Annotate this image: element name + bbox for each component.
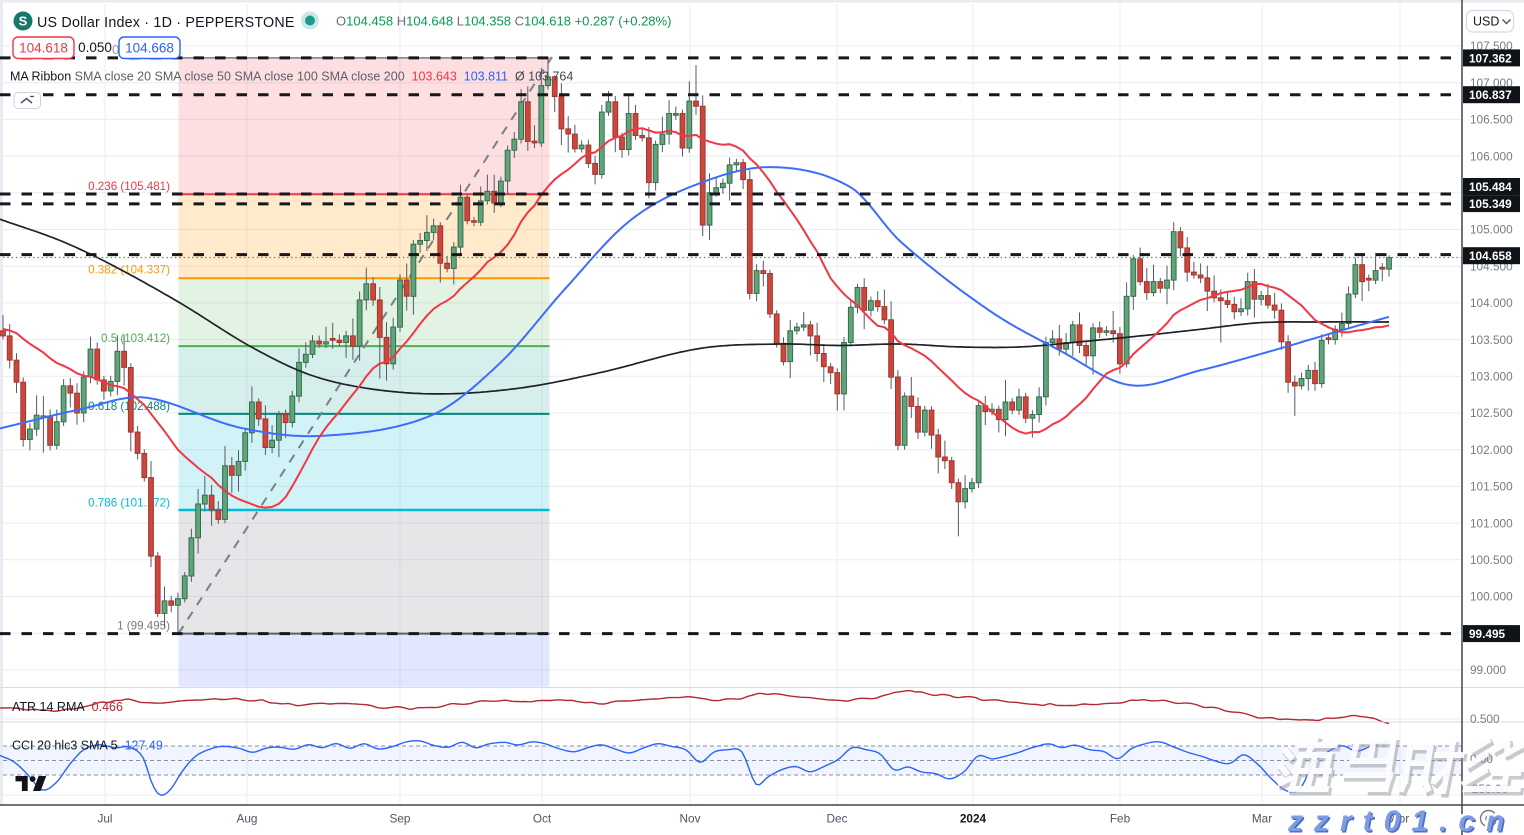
- svg-text:103.500: 103.500: [1470, 333, 1513, 347]
- svg-text:Mar: Mar: [1252, 812, 1272, 826]
- svg-text:ATR 14 RMA 0.466: ATR 14 RMA 0.466: [12, 700, 123, 714]
- svg-text:100.000: 100.000: [1470, 590, 1513, 604]
- svg-text:104.618: 104.618: [19, 41, 68, 56]
- svg-text:Sep: Sep: [390, 812, 411, 826]
- svg-text:0.236 (105.481): 0.236 (105.481): [88, 180, 170, 193]
- svg-text:105.349: 105.349: [1469, 197, 1512, 211]
- svg-text:zzrt01.cn: zzrt01.cn: [1287, 805, 1515, 835]
- svg-text:0.382 (104.337): 0.382 (104.337): [88, 264, 170, 277]
- svg-text:CCI 20 hlc3 SMA 5 127.49: CCI 20 hlc3 SMA 5 127.49: [12, 739, 163, 753]
- svg-text:99.000: 99.000: [1470, 663, 1507, 677]
- svg-text:107.362: 107.362: [1469, 51, 1512, 65]
- svg-text:105.000: 105.000: [1470, 223, 1513, 237]
- svg-text:Feb: Feb: [1110, 812, 1131, 826]
- svg-text:102.000: 102.000: [1470, 443, 1513, 457]
- svg-text:Jul: Jul: [97, 812, 112, 826]
- svg-text:106.837: 106.837: [1469, 88, 1512, 102]
- svg-text:106.000: 106.000: [1470, 149, 1513, 163]
- svg-text:zzrt01.cn: zzrt01.cn: [1289, 807, 1517, 835]
- svg-text:0.050: 0.050: [78, 40, 112, 55]
- svg-text:Dec: Dec: [827, 812, 848, 826]
- svg-text:zzrt01.cn: zzrt01.cn: [1285, 803, 1513, 835]
- svg-text:101.500: 101.500: [1470, 480, 1513, 494]
- svg-text:0: 0: [112, 42, 119, 57]
- svg-text:Apr: Apr: [1391, 812, 1409, 826]
- svg-text:103.000: 103.000: [1470, 370, 1513, 384]
- svg-text:MA Ribbon SMA close 20 SMA clo: MA Ribbon SMA close 20 SMA close 50 SMA …: [10, 70, 573, 84]
- svg-text:O104.458 H104.648 L104.358 C10: O104.458 H104.648 L104.358 C104.618 +0.2…: [336, 14, 671, 29]
- svg-text:104.658: 104.658: [1469, 249, 1512, 263]
- svg-text:101.000: 101.000: [1470, 516, 1513, 530]
- svg-text:104.000: 104.000: [1470, 296, 1513, 310]
- svg-text:102.500: 102.500: [1470, 406, 1513, 420]
- svg-text:Nov: Nov: [680, 812, 701, 826]
- svg-text:0.500: 0.500: [1470, 712, 1500, 726]
- svg-text:104.668: 104.668: [125, 41, 174, 56]
- svg-text:99.495: 99.495: [1469, 627, 1506, 641]
- svg-text:Aug: Aug: [237, 812, 258, 826]
- svg-text:0.5 (103.412): 0.5 (103.412): [101, 332, 170, 345]
- svg-text:105.484: 105.484: [1469, 180, 1512, 194]
- svg-text:Oct: Oct: [533, 812, 552, 826]
- svg-text:USD: USD: [1473, 15, 1499, 29]
- svg-text:2024: 2024: [960, 812, 987, 826]
- svg-text:S: S: [19, 14, 28, 29]
- svg-text:0.786 (101.172): 0.786 (101.172): [88, 497, 170, 510]
- svg-text:106.500: 106.500: [1470, 113, 1513, 127]
- svg-text:1 (99.495): 1 (99.495): [117, 620, 170, 633]
- svg-text:100.500: 100.500: [1470, 553, 1513, 567]
- svg-text:US Dollar Index · 1D · PEPPERS: US Dollar Index · 1D · PEPPERSTONE: [37, 15, 295, 31]
